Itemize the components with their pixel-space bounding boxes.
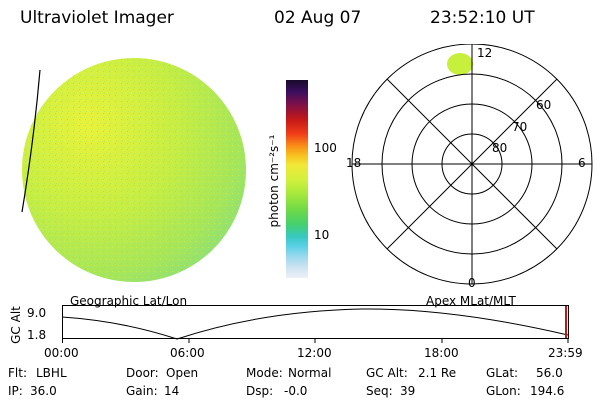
- info-gcalt-key: GC Alt:: [366, 366, 408, 380]
- info-door-value: Open: [166, 366, 199, 380]
- info-glat-value: 56.0: [536, 366, 563, 380]
- mlat-label-80: 80: [492, 141, 508, 155]
- info-glon-value: 194.6: [530, 384, 565, 398]
- mlat-label-70: 70: [512, 120, 528, 134]
- info-flt-key: Flt:: [8, 366, 27, 380]
- instrument-title: Ultraviolet Imager: [20, 8, 174, 28]
- info-mode-key: Mode:: [246, 366, 283, 380]
- colorbar-tick-100: 100: [314, 141, 337, 155]
- polar-plot: [351, 44, 593, 285]
- alt-ylabel: GC Alt: [9, 306, 23, 344]
- info-mode-value: Normal: [288, 366, 332, 380]
- altitude-curve: [62, 308, 569, 340]
- info-dsp-value: -0.0: [284, 384, 308, 398]
- observation-date: 02 Aug 07: [274, 8, 362, 28]
- altitude-plot: [62, 305, 569, 343]
- alt-xtick-label-1200: 12:00: [297, 346, 332, 360]
- alt-xtick-label-0000: 00:00: [44, 346, 79, 360]
- mlt-label-0: 0: [468, 276, 476, 290]
- geographic-caption: Geographic Lat/Lon: [70, 294, 188, 308]
- geographic-image: [21, 58, 246, 282]
- mlat-label-60: 60: [536, 98, 552, 112]
- polar-spot: [447, 53, 473, 75]
- info-seq-key: Seq:: [366, 384, 393, 398]
- info-seq-value: 39: [400, 384, 416, 398]
- info-glat-key: GLat:: [486, 366, 519, 380]
- mlt-label-12: 12: [477, 46, 493, 60]
- info-door-key: Door:: [126, 366, 159, 380]
- info-gain-key: Gain:: [126, 384, 158, 398]
- info-ip-key: IP:: [8, 384, 23, 398]
- info-flt-value: LBHL: [36, 366, 67, 380]
- info-gcalt-value: 2.1 Re: [418, 366, 457, 380]
- altitude-plot-frame: [62, 305, 569, 339]
- observation-time: 23:52:10 UT: [430, 8, 535, 28]
- info-gain-value: 14: [164, 384, 180, 398]
- alt-ytick-1-8: 1.8: [27, 328, 47, 342]
- colorbar-tick-10: 10: [314, 228, 330, 242]
- mlt-label-6: 6: [578, 156, 586, 170]
- info-ip-value: 36.0: [30, 384, 57, 398]
- alt-xtick-label-1800: 18:00: [424, 346, 459, 360]
- alt-ytick-9: 9.0: [27, 306, 47, 320]
- limb-line: [21, 69, 41, 213]
- apex-caption: Apex MLat/MLT: [426, 294, 516, 308]
- earth-disk-texture: [22, 58, 246, 282]
- polar-diagonal-2: [386, 78, 558, 250]
- alt-xtick-label-2359: 23:59: [548, 346, 583, 360]
- info-glon-key: GLon:: [486, 384, 521, 398]
- colorbar-unit-label: photon cm⁻²s⁻¹: [267, 134, 281, 228]
- alt-xtick-label-0600: 06:00: [170, 346, 205, 360]
- info-dsp-key: Dsp:: [246, 384, 274, 398]
- colorbar: [286, 80, 308, 278]
- mlt-label-18: 18: [346, 156, 362, 170]
